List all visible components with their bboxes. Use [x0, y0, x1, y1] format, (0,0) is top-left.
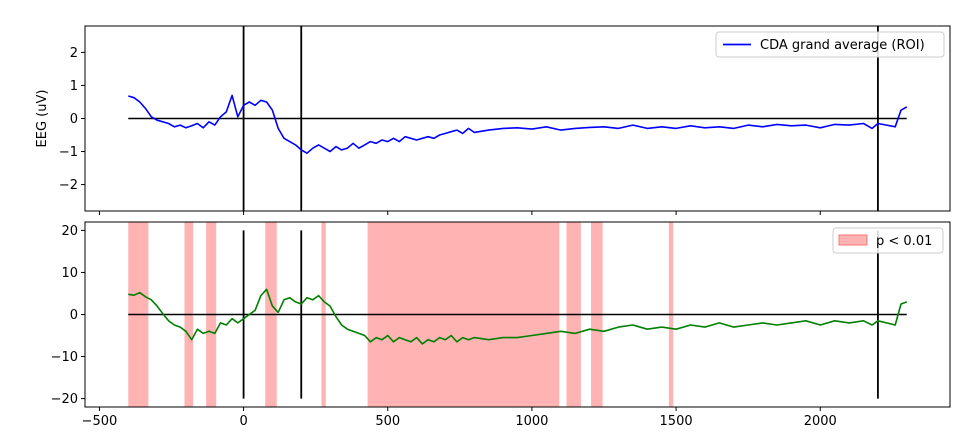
- y-tick-label: 0: [70, 112, 78, 127]
- y-tick-label: 2: [70, 46, 78, 61]
- bottom-panel-statistics-plot: −500 0 500 1000 1500 2000 −20 −10 0 10 20 p < 0.01: [51, 221, 951, 429]
- legend-patch-swatch: [838, 234, 868, 246]
- x-tick-label: 0: [239, 414, 247, 429]
- legend: CDA grand average (ROI): [715, 31, 945, 58]
- y-tick-label: −1: [59, 145, 78, 160]
- legend: p < 0.01: [832, 227, 944, 254]
- x-tick-label: 1000: [515, 414, 548, 429]
- x-tick-label: 1500: [660, 414, 693, 429]
- x-tick-label: 2000: [804, 414, 837, 429]
- y-axis-label: EEG (uV): [35, 90, 50, 148]
- y-tick-label: 1: [70, 79, 78, 94]
- y-tick-label: 0: [70, 308, 78, 323]
- x-tick-label: 500: [375, 414, 400, 429]
- y-tick-label: −2: [59, 178, 78, 193]
- legend-entry-label: CDA grand average (ROI): [760, 38, 925, 53]
- legend-box: [715, 31, 945, 58]
- y-tick-label: −20: [51, 392, 78, 407]
- legend-entry-label: p < 0.01: [876, 234, 932, 249]
- legend-box: [832, 227, 944, 254]
- y-tick-label: 20: [61, 224, 78, 239]
- data-series-line: [128, 288, 908, 345]
- top-panel-eeg-plot: −2 −1 0 1 2 EEG (uV) CDA grand average (ROI): [35, 25, 951, 215]
- y-tick-label: −10: [51, 350, 78, 365]
- y-tick-label: 10: [61, 266, 78, 281]
- data-series-line: [128, 94, 908, 154]
- x-tick-label: −500: [82, 414, 118, 429]
